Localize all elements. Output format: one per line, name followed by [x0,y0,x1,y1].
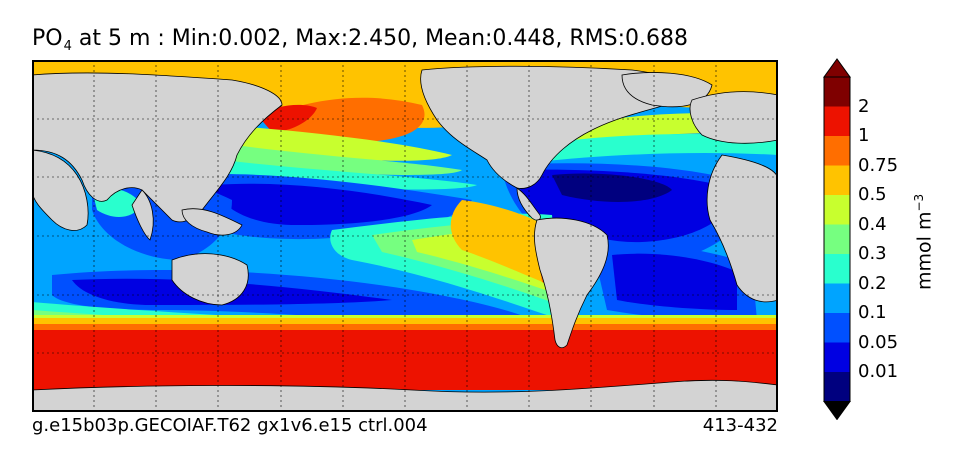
colorbar-tick-label: 1 [858,125,870,146]
map-frame [32,60,778,412]
unit-exponent: −3 [912,193,926,212]
land-south-america [534,217,609,349]
chart-title: PO4 at 5 m : Min:0.002, Max:2.450, Mean:… [32,26,689,54]
colorbar-tick-label: 0.4 [858,213,887,235]
colorbar [823,58,851,420]
colorbar-segment [824,342,850,373]
colorbar-extend-max [823,58,851,78]
ocean-map [32,60,778,412]
colorbar-segment [824,195,850,225]
unit-base: mmol m [913,211,936,290]
colorbar-frame [823,76,851,402]
colorbar-tick-label: 0.75 [858,154,899,176]
colorbar-tick-label: 0.2 [858,272,887,294]
colorbar-tick-label: 0.5 [858,184,887,205]
colorbar-segment [824,224,850,255]
title-variable: PO [32,26,63,51]
year-range: 413-432 [702,415,778,436]
colorbar-tick-label: 0.01 [858,361,899,382]
colorbar-tick-label: 0.3 [858,243,887,264]
band-north-atlantic-cyan [532,134,778,162]
colorbar-extend-min [823,401,851,420]
colorbar-segment [824,165,850,196]
colorbar-unit-label: mmol m−3 [912,194,935,290]
band-south-atlantic-darkblue [612,253,737,310]
grid-lines [32,60,778,412]
band-pacific-gyre-darkblue [212,183,432,226]
colorbar-segment [824,313,850,343]
title-text: at 5 m : Min:0.002, Max:2.450, Mean:0.44… [78,26,689,51]
case-name: g.e15b03p.GECOIAF.T62 gx1v6.e15 ctrl.004 [32,415,428,436]
colorbar-tick-label: 0.1 [858,302,887,323]
land-europe [689,91,778,144]
title-subscript: 4 [63,39,72,54]
land-africa-east [706,154,778,303]
colorbar-segment [824,372,850,402]
land-australia [171,253,249,306]
colorbar-segment [824,254,850,284]
band-eq-pacific-yellow [450,200,562,290]
colorbar-tick-label: 2 [858,95,870,117]
colorbar-segment [824,77,850,107]
colorbar-tick-label: 0.05 [858,331,899,353]
land-arabia-africa [32,149,89,231]
land-maritime-se-asia [181,208,243,236]
colorbar-segment [824,283,850,314]
land-north-america [420,65,685,189]
colorbar-segment [824,106,850,137]
band-atlantic-gyre-navy [552,173,672,202]
land-india [131,189,154,241]
colorbar-segment [824,136,850,166]
